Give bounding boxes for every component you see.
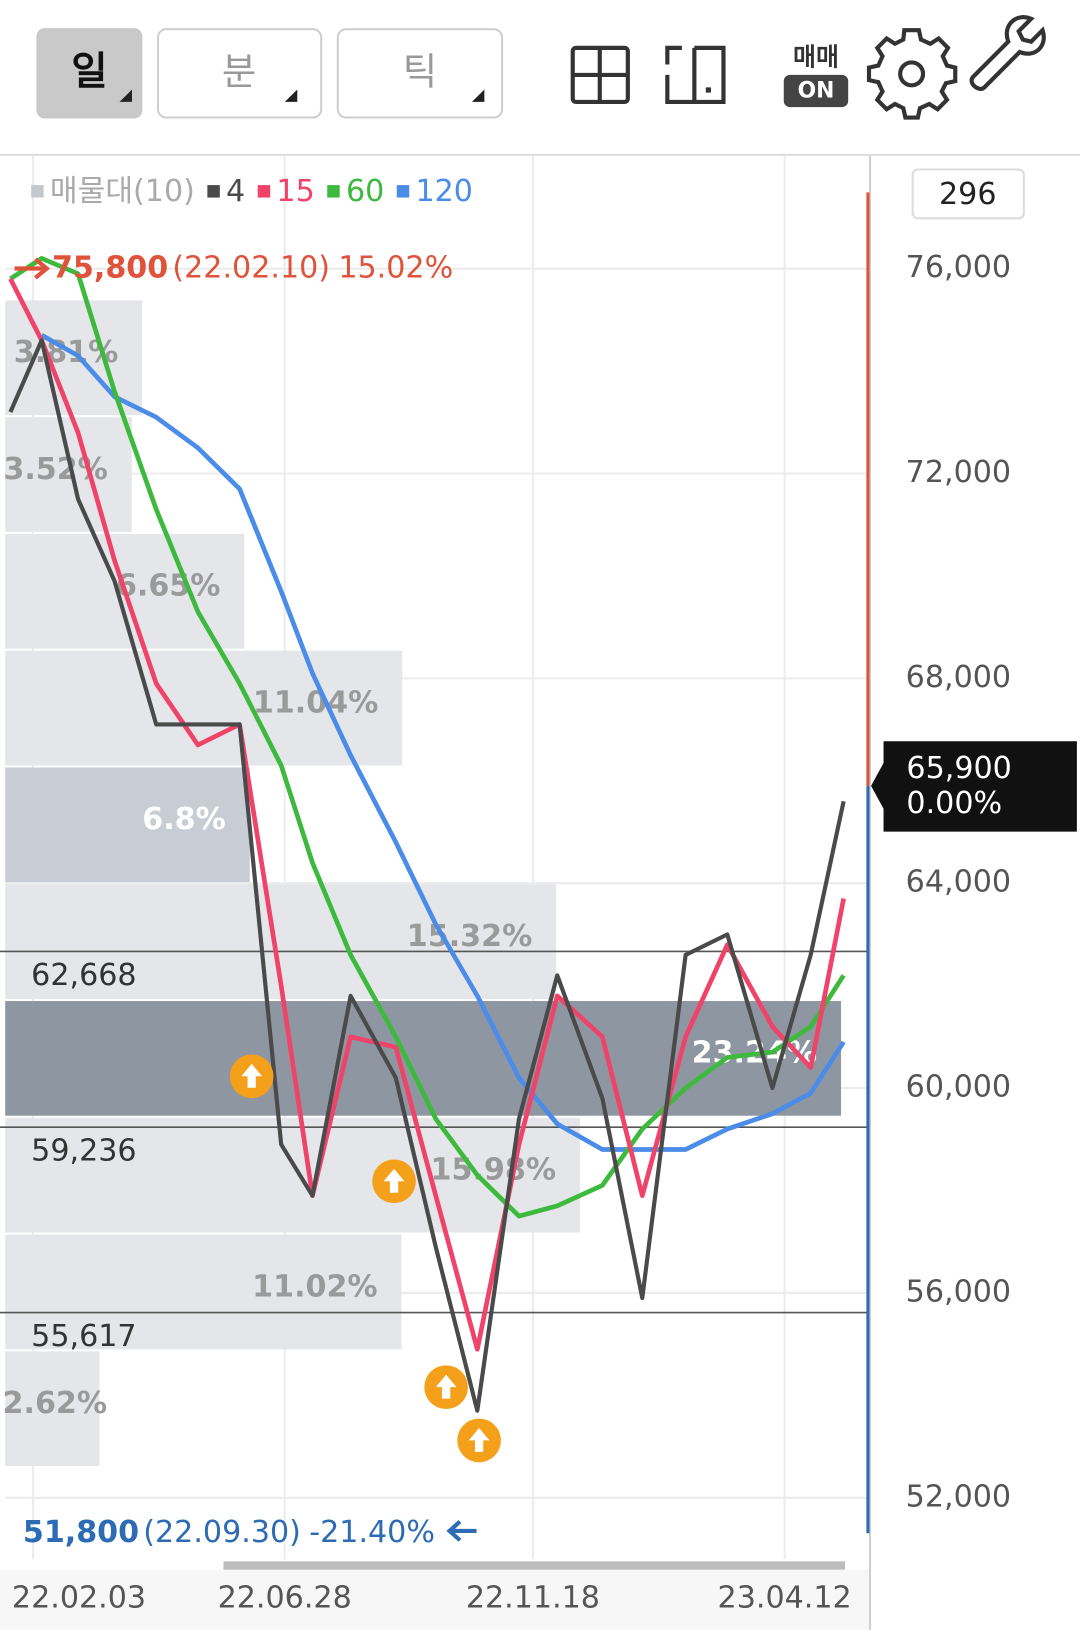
level-label: 62,668: [31, 958, 136, 993]
x-tick-label: 22.06.28: [218, 1580, 352, 1615]
volume-profile-bar: [5, 767, 250, 883]
volume-profile-bar: [5, 1351, 100, 1467]
x-tick-label: 22.02.03: [12, 1580, 146, 1615]
volume-profile-label: 11.04%: [253, 685, 378, 720]
period-label[interactable]: 일: [71, 48, 107, 94]
legend-swatch: [396, 185, 410, 198]
volume-profile-bar: [5, 300, 143, 416]
legend-label: 60: [346, 174, 384, 209]
dropdown-caret: [119, 89, 133, 102]
layout-grid-icon[interactable]: [570, 45, 630, 105]
buy-signal-arrow: [241, 1063, 263, 1088]
period-label[interactable]: 분: [222, 49, 256, 93]
period-button[interactable]: [156, 28, 323, 119]
volume-profile-label: 11.02%: [252, 1269, 377, 1304]
y-tick-label: 64,000: [906, 865, 1011, 900]
scrollbar: [223, 1561, 846, 1570]
low-arrow: [446, 1520, 477, 1542]
x-tick-label: 22.11.18: [466, 1580, 600, 1615]
x-axis-band: [0, 1569, 871, 1630]
high-change: 15.02%: [338, 250, 453, 285]
legend-label: 4: [226, 174, 245, 209]
low-price: 51,800: [23, 1514, 139, 1549]
period-label[interactable]: 틱: [403, 49, 437, 93]
y-tick-label: 60,000: [906, 1070, 1011, 1105]
legend-swatch: [257, 185, 271, 198]
y-tick-label: 76,000: [906, 250, 1011, 285]
level-label: 59,236: [31, 1134, 136, 1169]
counter: 296: [939, 177, 997, 212]
tools-icon[interactable]: [969, 15, 1046, 91]
current-change: 0.00%: [906, 786, 1002, 821]
volume-profile-label: 15.98%: [431, 1152, 556, 1187]
volume-profile-label: 6.65%: [116, 569, 221, 604]
high-annotation: 75,800 (22.02.10) 15.02%: [52, 250, 453, 285]
legend-label: 120: [415, 174, 473, 209]
toolbar: 일 분 틱 매매 ON: [0, 15, 1080, 156]
volume-profile-bar: [5, 650, 403, 766]
ma-line: [8, 277, 846, 1352]
x-tick-label: 23.04.12: [718, 1580, 852, 1615]
split-icon[interactable]: [665, 45, 726, 105]
high-date: (22.02.10): [172, 250, 330, 285]
y-tick-label: 56,000: [906, 1274, 1011, 1309]
buy-signal-arrow: [435, 1374, 457, 1399]
legend-swatch: [31, 185, 44, 198]
legend-label: 15: [276, 174, 314, 209]
counter-box: [911, 168, 1025, 220]
high-arrow: [14, 257, 51, 280]
legend-swatch: [327, 185, 340, 198]
volume-profile-bar: [5, 1234, 402, 1350]
buy-signal-arrow: [383, 1168, 405, 1193]
trade-toggle-badge[interactable]: [783, 74, 849, 108]
ma-line: [9, 256, 846, 1219]
ma-line: [40, 333, 846, 1152]
volume-profile-label: 15.32%: [407, 919, 532, 954]
trade-toggle-state[interactable]: ON: [798, 79, 835, 104]
low-annotation: 51,800 (22.09.30) -21.40%: [23, 1514, 435, 1549]
current-price-box: [871, 741, 1077, 832]
period-button-active[interactable]: [36, 28, 143, 119]
y-tick-label: 68,000: [906, 660, 1011, 695]
current-price: 65,900: [906, 751, 1011, 786]
settings-icon[interactable]: [866, 28, 958, 120]
legend-label: 매물대(10): [50, 174, 195, 209]
dropdown-caret: [284, 89, 298, 102]
volume-profile-bar: [5, 1117, 580, 1233]
y-tick-label: 72,000: [906, 455, 1011, 490]
trade-toggle-label[interactable]: 매매: [793, 42, 839, 71]
low-change: -21.40%: [309, 1514, 435, 1549]
y-tick-label: 52,000: [906, 1479, 1011, 1514]
volume-profile-label: 2.62%: [3, 1386, 108, 1421]
legend-swatch: [207, 185, 220, 198]
buy-signal-arrow: [468, 1427, 490, 1452]
low-date: (22.09.30): [143, 1514, 301, 1549]
ma-line: [8, 338, 846, 1413]
level-label: 55,617: [31, 1319, 136, 1354]
dropdown-caret: [471, 89, 485, 102]
trade-toggle[interactable]: 매매 ON: [783, 42, 849, 108]
volume-profile-label: 6.8%: [142, 802, 226, 837]
volume-profile-bar: [5, 417, 132, 532]
period-button[interactable]: [336, 28, 504, 119]
plot-area: 52,000 56,000 60,000 64,000 68,000 72,000 76,0…: [0, 155, 1077, 1630]
high-price: 75,800: [52, 250, 168, 285]
